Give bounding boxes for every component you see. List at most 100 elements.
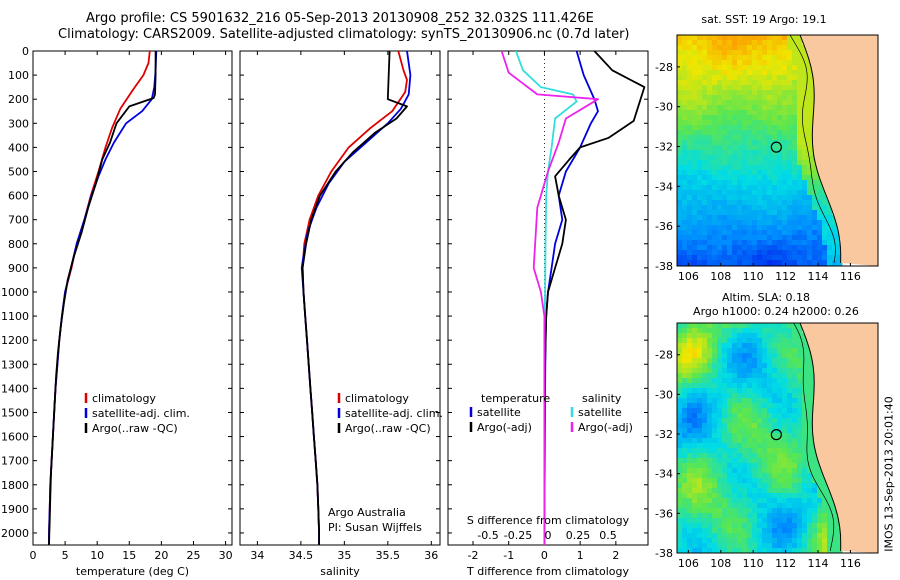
map-cell bbox=[757, 170, 763, 176]
map-cell bbox=[692, 215, 698, 221]
map-cell bbox=[752, 55, 758, 61]
map-cell bbox=[822, 508, 828, 514]
map-cell bbox=[747, 503, 753, 509]
map-cell bbox=[802, 403, 808, 409]
map-cell bbox=[702, 55, 708, 61]
map-cell bbox=[807, 195, 813, 201]
map-cell bbox=[687, 488, 693, 494]
map-cell bbox=[682, 175, 688, 181]
map-cell bbox=[737, 65, 743, 71]
map-cell bbox=[692, 120, 698, 126]
legend-label: satellite-adj. clim. bbox=[92, 407, 190, 420]
map-cell bbox=[712, 170, 718, 176]
map-cell bbox=[727, 50, 733, 56]
map-cell bbox=[737, 90, 743, 96]
map-cell bbox=[827, 210, 833, 216]
map-cell bbox=[742, 90, 748, 96]
map-cell bbox=[707, 473, 713, 479]
map-cell bbox=[762, 523, 768, 529]
map-cell bbox=[792, 240, 798, 246]
map-cell bbox=[822, 240, 828, 246]
map-cell bbox=[692, 105, 698, 111]
map-cell bbox=[712, 115, 718, 121]
map-cell bbox=[757, 373, 763, 379]
map-cell bbox=[717, 428, 723, 434]
map-cell bbox=[717, 468, 723, 474]
map-cell bbox=[702, 260, 708, 266]
map-cell bbox=[777, 348, 783, 354]
map-cell bbox=[682, 140, 688, 146]
map-cell bbox=[757, 80, 763, 86]
map-cell bbox=[792, 363, 798, 369]
map-cell bbox=[787, 488, 793, 494]
map-cell bbox=[757, 225, 763, 231]
map-cell bbox=[717, 135, 723, 141]
map-cell bbox=[702, 105, 708, 111]
map-cell bbox=[677, 160, 683, 166]
map-cell bbox=[677, 383, 683, 389]
coastline bbox=[799, 35, 842, 264]
map-cell bbox=[792, 458, 798, 464]
series-line bbox=[500, 51, 599, 545]
map-cell bbox=[702, 80, 708, 86]
map-cell bbox=[777, 338, 783, 344]
map-cell bbox=[787, 95, 793, 101]
map-cell bbox=[737, 448, 743, 454]
map-cell bbox=[762, 388, 768, 394]
map-cell bbox=[782, 363, 788, 369]
map-cell bbox=[752, 135, 758, 141]
map-cell bbox=[727, 150, 733, 156]
map-cell bbox=[722, 255, 728, 261]
map-cell bbox=[787, 185, 793, 191]
map-cell bbox=[687, 245, 693, 251]
map-cell bbox=[762, 498, 768, 504]
map-y-tick-label: -34 bbox=[655, 468, 673, 481]
map-x-tick-label: 112 bbox=[775, 270, 796, 283]
map-cell bbox=[682, 255, 688, 261]
map-cell bbox=[697, 538, 703, 544]
map-cell bbox=[762, 70, 768, 76]
map-cell bbox=[817, 240, 823, 246]
map-cell bbox=[797, 428, 803, 434]
map-cell bbox=[787, 235, 793, 241]
map-cell bbox=[702, 348, 708, 354]
map-cell bbox=[782, 353, 788, 359]
map-cell bbox=[742, 120, 748, 126]
map-cell bbox=[687, 348, 693, 354]
map-cell bbox=[757, 60, 763, 66]
map-cell bbox=[742, 333, 748, 339]
map-cell bbox=[762, 333, 768, 339]
map-cell bbox=[782, 225, 788, 231]
credit-pi: PI: Susan Wijffels bbox=[328, 521, 422, 534]
map-cell bbox=[697, 518, 703, 524]
map-cell bbox=[762, 543, 768, 549]
map-cell bbox=[767, 348, 773, 354]
map-cell bbox=[702, 170, 708, 176]
map-cell bbox=[677, 140, 683, 146]
map-cell bbox=[732, 538, 738, 544]
map-cell bbox=[702, 40, 708, 46]
map-cell bbox=[802, 110, 808, 116]
map-cell bbox=[707, 150, 713, 156]
map-cell bbox=[747, 403, 753, 409]
map-cell bbox=[752, 220, 758, 226]
map-cell bbox=[722, 458, 728, 464]
map-cell bbox=[727, 343, 733, 349]
map-cell bbox=[707, 453, 713, 459]
map-cell bbox=[802, 230, 808, 236]
map-cell bbox=[762, 235, 768, 241]
map-cell bbox=[752, 418, 758, 424]
map-cell bbox=[757, 548, 763, 553]
map-cell bbox=[682, 250, 688, 256]
map-cell bbox=[682, 55, 688, 61]
map-cell bbox=[807, 200, 813, 206]
map-cell bbox=[717, 433, 723, 439]
map-cell bbox=[732, 55, 738, 61]
map-cell bbox=[752, 100, 758, 106]
map-cell bbox=[692, 230, 698, 236]
map-cell bbox=[712, 135, 718, 141]
map-cell bbox=[757, 125, 763, 131]
map-cell bbox=[692, 250, 698, 256]
map-cell bbox=[712, 105, 718, 111]
map-cell bbox=[682, 378, 688, 384]
